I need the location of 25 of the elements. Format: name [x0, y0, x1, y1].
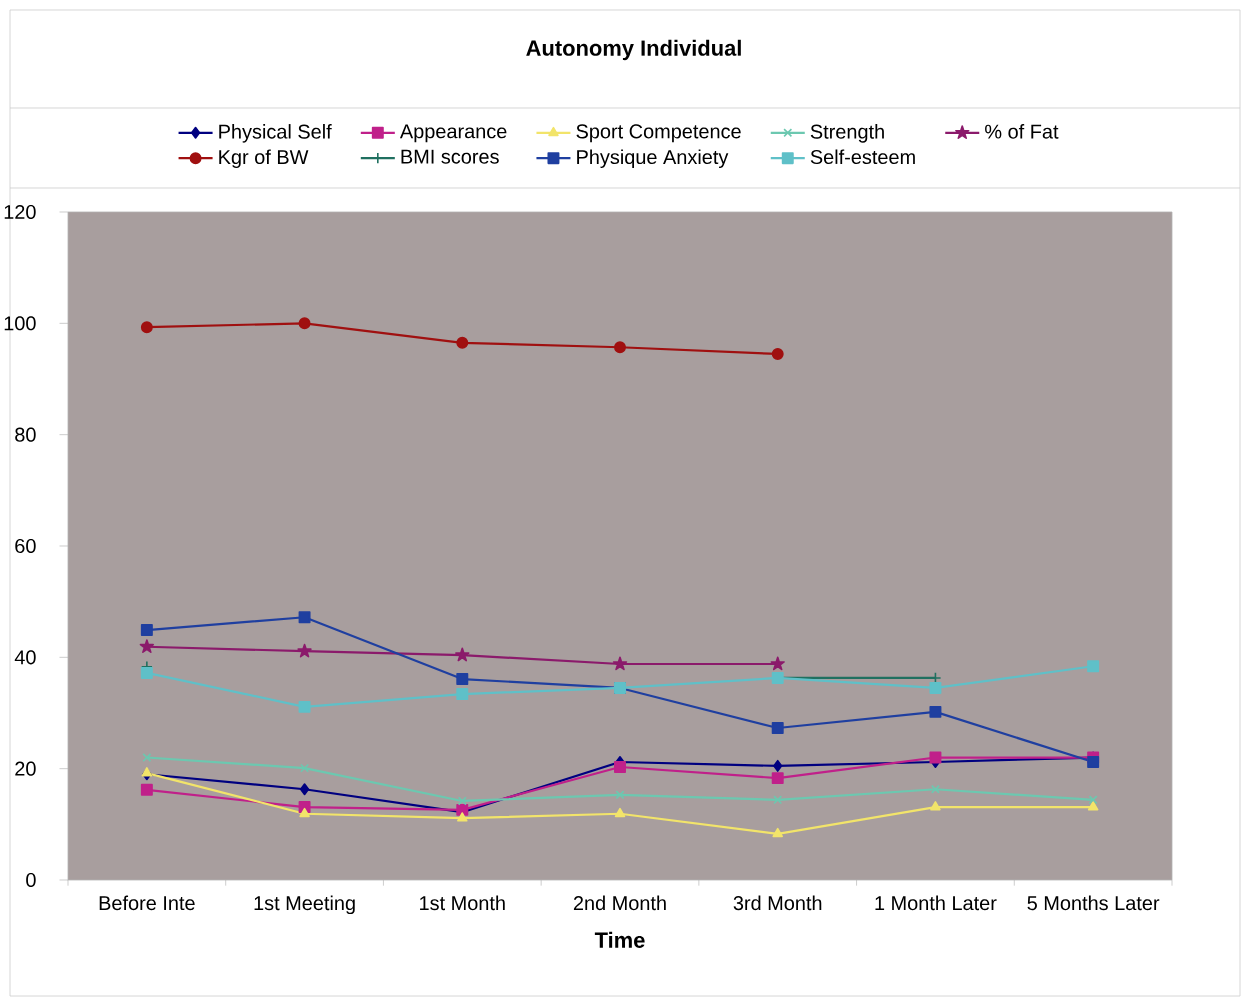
- x-tick-label: 2nd Month: [573, 895, 666, 911]
- legend-label: % of Fat: [985, 124, 1059, 139]
- y-tick-label: 60: [15, 538, 36, 554]
- y-tick-label: 120: [4, 204, 36, 220]
- legend-label: Sport Competence: [576, 124, 741, 143]
- y-tick-label: 40: [14, 650, 36, 665]
- chart-title: Autonomy Individual: [526, 39, 741, 61]
- x-axis-title: Time: [594, 931, 645, 948]
- legend-label: Kgr of BW: [219, 149, 309, 169]
- legend-label: Physique Anxiety: [577, 149, 729, 169]
- legend-label: Self-esteem: [810, 149, 915, 165]
- legend-label: Strength: [810, 124, 884, 143]
- x-tick-label: 5 Months Later: [1027, 895, 1160, 911]
- x-tick-label: 1st Month: [420, 895, 505, 911]
- x-tick-label: 1st Meeting: [254, 895, 355, 915]
- x-tick-label: Before Inte: [99, 895, 195, 911]
- legend-label: Physical Self: [219, 124, 332, 143]
- x-tick-label: 1 Month Later: [875, 895, 997, 911]
- y-tick-label: 100: [4, 316, 36, 331]
- y-tick-label: 0: [26, 872, 36, 888]
- y-tick-label: 20: [15, 761, 36, 776]
- legend-label: BMI scores: [401, 149, 499, 164]
- y-tick-label: 80: [15, 427, 36, 442]
- legend-label: Appearance: [399, 124, 507, 143]
- x-tick-label: 3rd Month: [733, 895, 822, 911]
